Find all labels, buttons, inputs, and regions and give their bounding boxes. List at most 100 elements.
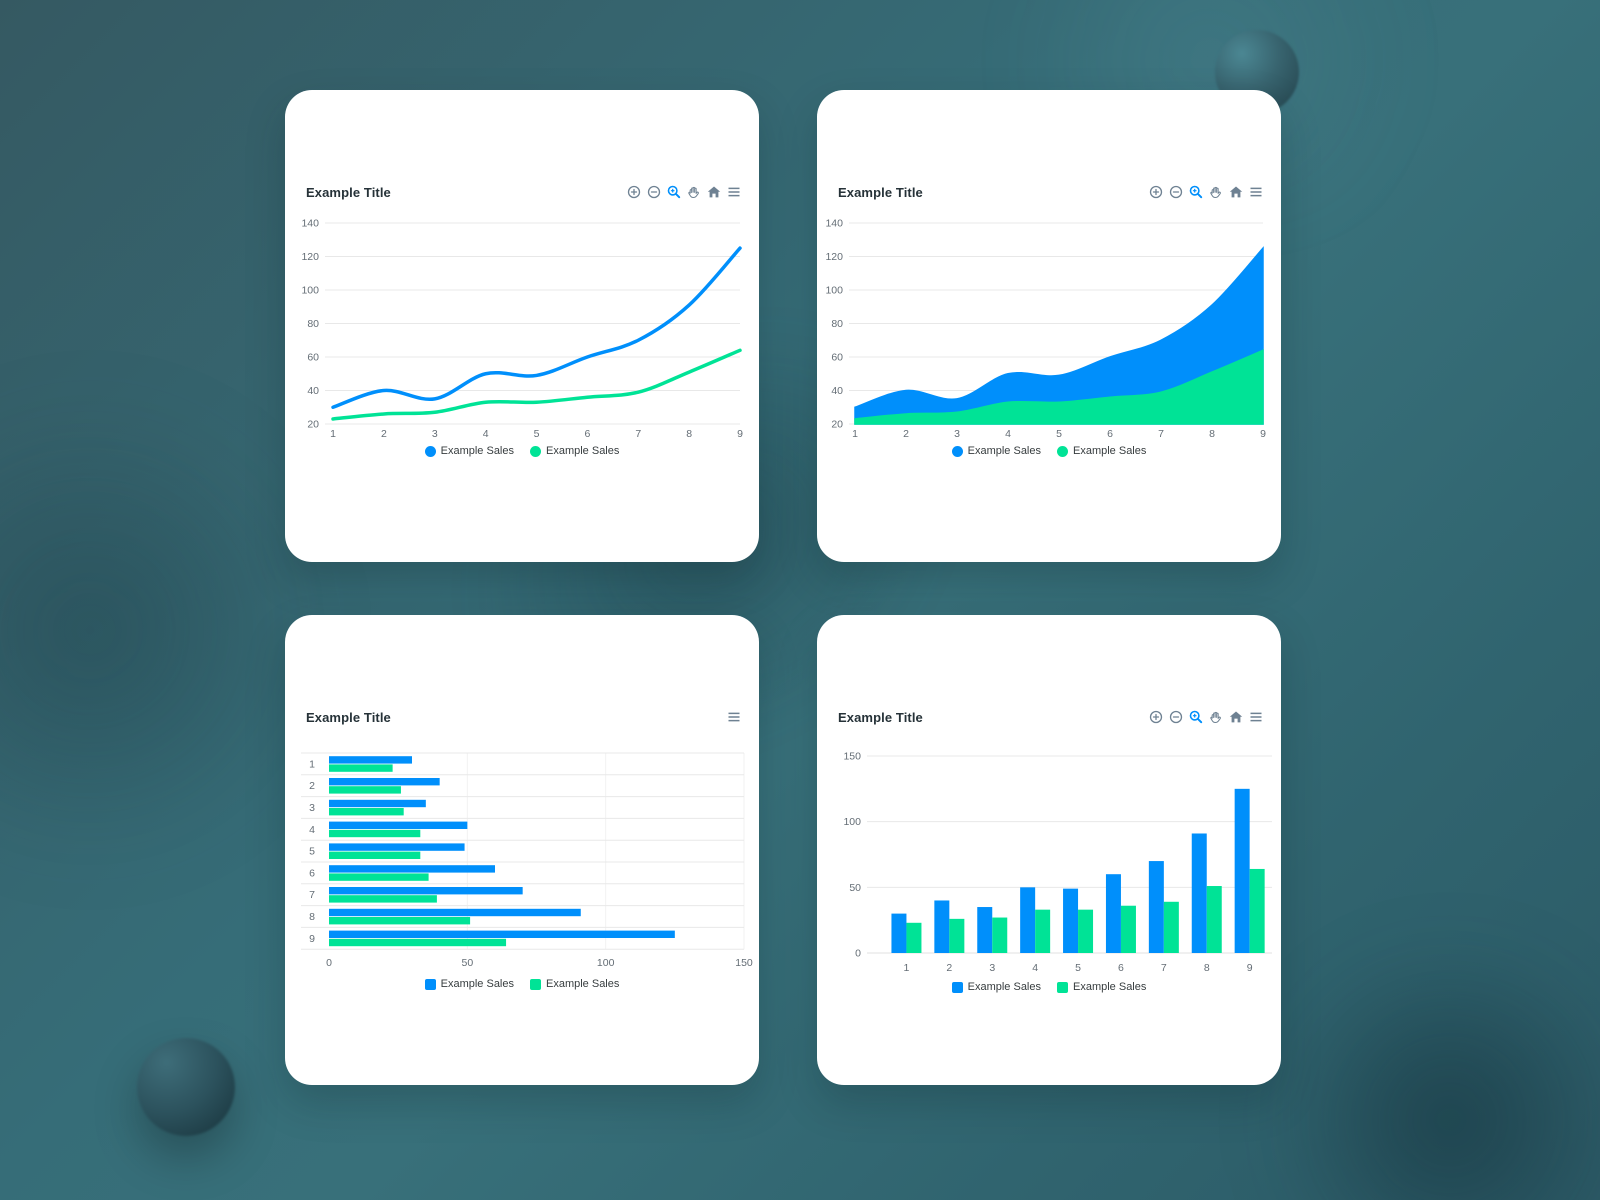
bar-blue[interactable] [1063,888,1079,953]
bar-blue[interactable] [329,778,440,786]
bar-green[interactable] [329,851,421,859]
legend-item[interactable]: Example Sales [424,444,514,458]
bar-blue[interactable] [934,900,950,953]
zoom-out-icon[interactable] [1169,185,1183,199]
background-blur-shape [1230,950,1600,1200]
bar-blue[interactable] [1148,861,1164,953]
legend-item[interactable]: Example Sales [530,977,619,991]
bar-blue[interactable] [977,907,993,953]
bar-green[interactable] [992,917,1008,953]
x-category-label: 8 [1204,962,1210,974]
bar-green[interactable] [1249,868,1265,953]
bar-green[interactable] [949,918,965,953]
bar-green[interactable] [329,764,393,772]
legend-item[interactable]: Example Sales [424,977,514,991]
bar-blue[interactable] [329,908,581,917]
menu-icon[interactable] [1249,710,1263,724]
zoom-in-icon[interactable] [1149,710,1163,724]
x-category-label: 2 [946,962,952,974]
bar-blue[interactable] [329,865,495,873]
x-axis-label: 3 [432,428,438,440]
bar-green[interactable] [1120,905,1136,953]
horizontal-bar-chart-canvas[interactable]: 0 50 100 150 1 2 3 4 5 6 7 8 9 [285,615,759,1085]
bar-blue[interactable] [329,887,523,895]
legend-item[interactable]: Example Sales [951,444,1041,458]
bar-blue[interactable] [1105,874,1121,953]
zoom-out-icon[interactable] [647,185,661,199]
vertical-bar-chart-canvas[interactable]: 150 100 50 0 1 2 3 4 5 6 7 8 9 [817,615,1281,1085]
bar-blue[interactable] [1191,833,1207,953]
area-series[interactable] [854,246,1264,425]
x-axis-label: 2 [381,428,387,440]
bar-green[interactable] [1035,909,1051,953]
x-category-label: 9 [1247,962,1253,974]
bar-green[interactable] [1078,909,1094,953]
selection-zoom-icon[interactable] [1189,710,1203,724]
legend-item[interactable]: Example Sales [1057,444,1146,458]
bar-blue[interactable] [329,821,468,829]
line-series[interactable] [331,246,742,409]
line-chart-canvas[interactable]: 140 120 100 80 60 40 20 1 2 3 4 5 6 7 8 9 [285,90,759,562]
area-chart-canvas[interactable]: 140 120 100 80 60 40 20 1 2 3 4 5 6 7 8 9 [817,90,1281,562]
pan-icon[interactable] [687,185,701,199]
y-category-label: 9 [309,933,315,945]
bar-green[interactable] [329,917,471,925]
legend-item[interactable]: Example Sales [530,444,619,458]
pan-icon[interactable] [1209,710,1223,724]
x-axis-label: 5 [534,428,540,440]
bar-blue[interactable] [329,843,465,851]
bar-green[interactable] [329,786,401,794]
x-axis-label: 2 [903,428,909,440]
y-axis-label: 140 [301,218,319,230]
legend-marker [424,445,436,457]
chart-title: Example Title [306,184,391,200]
y-category-label: 2 [309,780,315,792]
bar-blue[interactable] [891,913,907,953]
background-blur-shape [0,360,320,900]
bar-blue[interactable] [1234,788,1250,953]
area-series[interactable] [854,349,1264,425]
bar-green[interactable] [329,895,437,903]
legend-item[interactable]: Example Sales [1057,980,1146,994]
selection-zoom-icon[interactable] [1189,185,1203,199]
selection-zoom-icon[interactable] [667,185,681,199]
home-icon[interactable] [707,185,721,199]
card-line-chart: Example Title 140 120 100 80 60 40 20 1 2 3 4 5 6 7 8 9… [285,90,759,562]
legend-marker [951,445,963,457]
menu-icon[interactable] [727,185,741,199]
zoom-out-icon[interactable] [1169,710,1183,724]
bar-green[interactable] [329,938,507,947]
y-axis-label: 100 [843,816,861,828]
bar-blue[interactable] [329,756,412,764]
bar-green[interactable] [329,829,421,838]
x-axis-label: 3 [954,428,960,440]
x-axis-label: 1 [330,428,336,440]
bar-blue[interactable] [1020,887,1036,953]
pan-icon[interactable] [1209,185,1223,199]
menu-icon[interactable] [727,710,741,724]
x-category-label: 5 [1075,962,1081,974]
zoom-in-icon[interactable] [627,185,641,199]
zoom-in-icon[interactable] [1149,185,1163,199]
bar-blue[interactable] [329,930,675,938]
x-axis-label: 100 [597,957,615,969]
y-axis-label: 140 [825,218,843,230]
y-axis-label: 100 [825,285,843,297]
bar-green[interactable] [329,808,404,816]
bar-green[interactable] [1206,886,1222,953]
series-group [329,756,675,947]
menu-icon[interactable] [1249,185,1263,199]
bar-green[interactable] [329,873,429,881]
bar-green[interactable] [1163,901,1179,953]
card-vertical-bar-chart: Example Title 150 100 50 0 1 2 3 4 5 6 7 8 9 Example… [817,615,1281,1085]
y-axis-label: 120 [301,251,319,263]
bar-green[interactable] [906,922,922,953]
home-icon[interactable] [1229,185,1243,199]
legend-label: Example Sales [967,445,1041,457]
home-icon[interactable] [1229,710,1243,724]
line-series[interactable] [331,348,742,421]
bar-blue[interactable] [329,799,426,808]
legend-item[interactable]: Example Sales [951,980,1041,994]
legend-label: Example Sales [1073,981,1147,993]
